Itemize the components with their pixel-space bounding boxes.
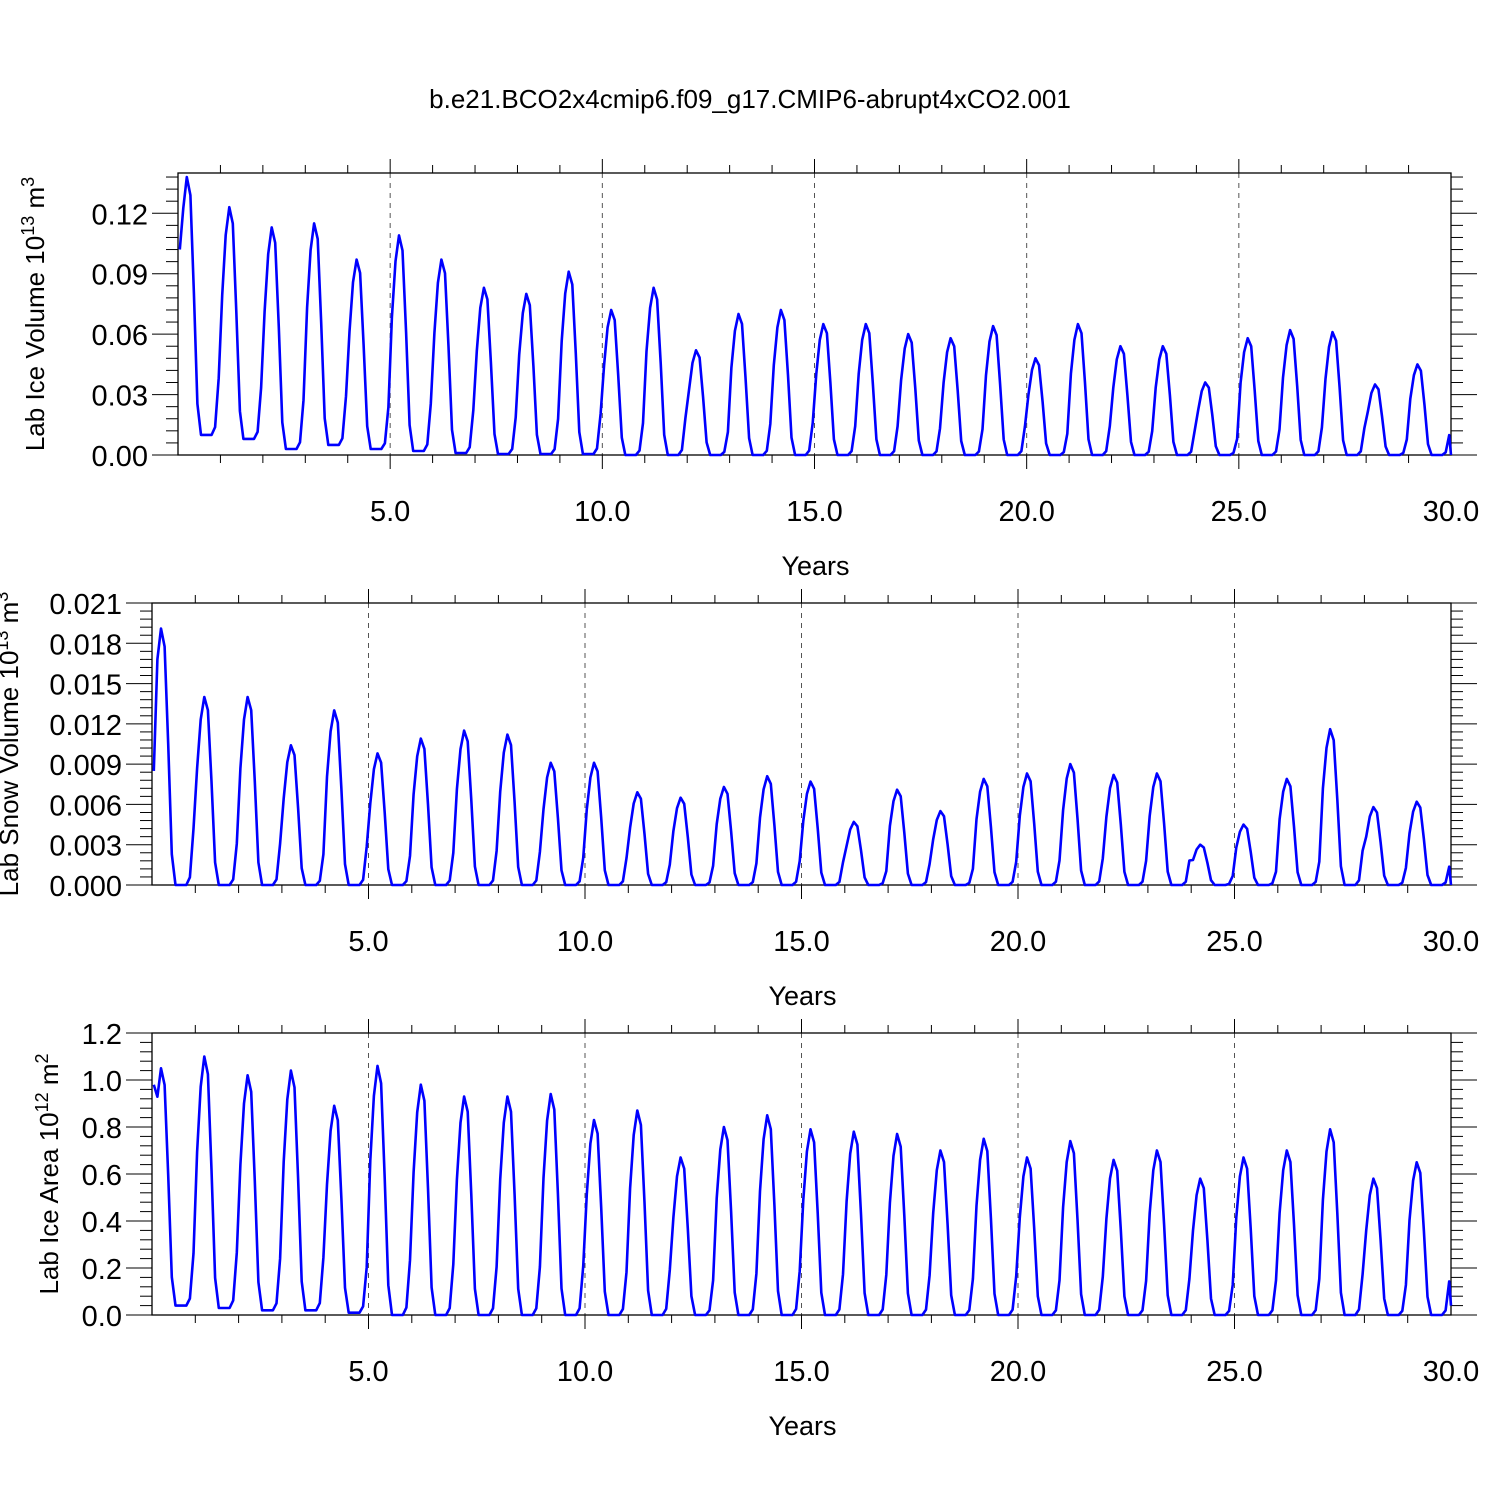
y-tick-label: 1.0 (82, 1066, 122, 1098)
x-tick-label: 25.0 (1206, 926, 1262, 958)
x-tick-label: 20.0 (990, 1356, 1046, 1388)
y-tick-label: 0.00 (92, 441, 148, 473)
x-tick-label: 15.0 (773, 926, 829, 958)
x-tick-label: 15.0 (773, 1356, 829, 1388)
series-line-ice-area (152, 1055, 1453, 1317)
x-tick-label: 5.0 (370, 496, 410, 528)
panel-lab-snow-volume: 5.0 10.0 15.0 20.0 25.0 30.0 Years 0.000 0.003 0.… (0, 589, 1479, 1011)
y-tick-label: 0.0 (82, 1301, 122, 1333)
y-tick-label: 0.006 (49, 790, 122, 822)
y-axis-label: Lab Ice Area 1012 m2 (32, 1053, 64, 1294)
panel-lab-ice-area: 5.0 10.0 15.0 20.0 25.0 30.0 Years 0.0 0.2 0.4 0.6… (32, 1019, 1479, 1441)
y-tick-label: 0.003 (49, 831, 122, 863)
y-tick-label: 1.2 (82, 1019, 122, 1051)
x-axis-label: Years (768, 1411, 836, 1441)
y-tick-label: 0.03 (92, 381, 148, 413)
x-tick-label: 10.0 (557, 926, 613, 958)
figure-title: b.e21.BCO2x4cmip6.f09_g17.CMIP6-abrupt4x… (429, 84, 1071, 114)
y-tick-label: 0.09 (92, 260, 148, 292)
x-axis-label: Years (768, 981, 836, 1011)
x-tick-label: 25.0 (1211, 496, 1267, 528)
y-tick-label: 0.009 (49, 750, 122, 782)
series-line-ice-volume (178, 175, 1453, 457)
x-tick-label: 25.0 (1206, 1356, 1262, 1388)
panel-lab-ice-volume: 5.0 10.0 15.0 20.0 25.0 30.0 Years 0.00 0.03 0.06… (18, 159, 1479, 581)
y-tick-label: 0.021 (49, 589, 122, 621)
y-tick-label: 0.06 (92, 320, 148, 352)
y-tick-label: 0.015 (49, 670, 122, 702)
y-tick-label: 0.018 (49, 629, 122, 661)
x-tick-label: 20.0 (998, 496, 1054, 528)
y-tick-label: 0.012 (49, 710, 122, 742)
y-tick-label: 0.12 (92, 199, 148, 231)
y-tick-label: 0.4 (82, 1207, 122, 1239)
series-line-snow-volume (152, 627, 1453, 887)
y-axis-label: Lab Ice Volume 1013 m3 (18, 177, 50, 451)
y-tick-label: 0.8 (82, 1113, 122, 1145)
x-tick-label: 5.0 (348, 926, 388, 958)
x-tick-label: 10.0 (557, 1356, 613, 1388)
y-tick-label: 0.6 (82, 1160, 122, 1192)
x-tick-label: 10.0 (574, 496, 630, 528)
x-tick-label: 30.0 (1423, 926, 1479, 958)
x-tick-label: 30.0 (1423, 1356, 1479, 1388)
x-tick-label: 20.0 (990, 926, 1046, 958)
x-tick-label: 30.0 (1423, 496, 1479, 528)
x-tick-label: 5.0 (348, 1356, 388, 1388)
x-tick-label: 15.0 (786, 496, 842, 528)
y-tick-label: 0.000 (49, 871, 122, 903)
y-tick-label: 0.2 (82, 1254, 122, 1286)
x-axis-label: Years (781, 551, 849, 581)
y-axis-label: Lab Snow Volume 1013 m3 (0, 592, 24, 897)
